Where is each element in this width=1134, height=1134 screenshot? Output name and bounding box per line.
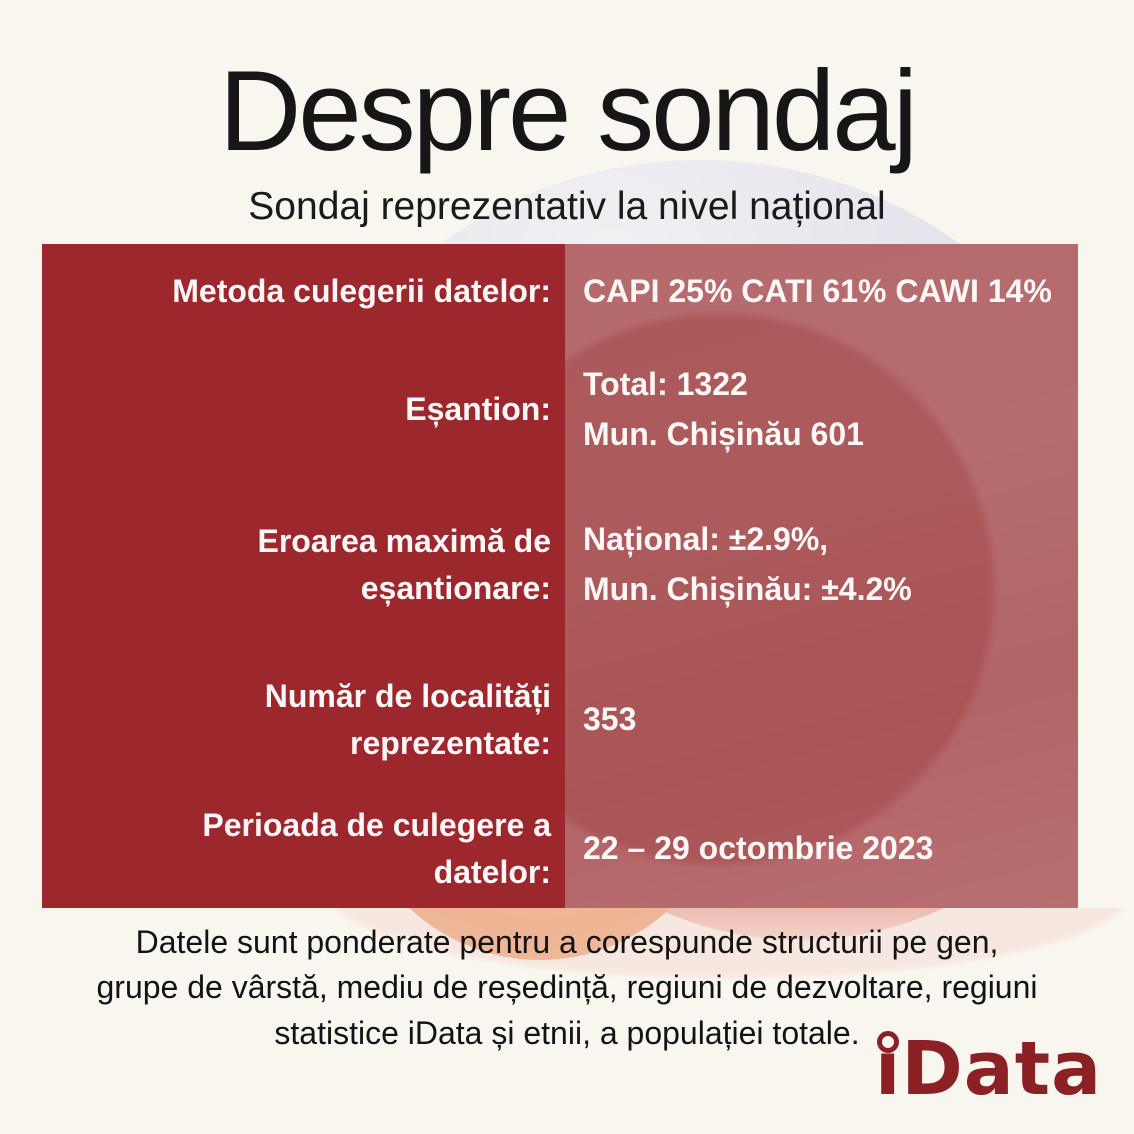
row-value: 353 bbox=[583, 701, 637, 738]
row-label: Număr de localități reprezentate: bbox=[264, 677, 551, 761]
table-row-max-error: Eroarea maximă de eșantionare: Național:… bbox=[42, 480, 1078, 650]
note-line: Datele sunt ponderate pentru a corespund… bbox=[135, 924, 999, 960]
logo-rest: Data bbox=[901, 1026, 1102, 1112]
table-rows: Metoda culegerii datelor: CAPI 25% CATI … bbox=[42, 244, 1078, 908]
row-label: Eșantion: bbox=[405, 391, 551, 428]
bottom-background-band bbox=[0, 908, 1134, 1134]
logo-letter-i: ı bbox=[874, 1026, 902, 1112]
row-value: Național: ±2.9%, Mun. Chișinău: ±4.2% bbox=[583, 521, 912, 607]
idata-logo: ıData bbox=[874, 1026, 1102, 1112]
top-background-band bbox=[0, 0, 1134, 244]
row-label: Metoda culegerii datelor: bbox=[172, 273, 551, 310]
table-row-localities: Număr de localități reprezentate: 353 bbox=[42, 650, 1078, 790]
page-title: Despre sondaj bbox=[218, 48, 918, 175]
weighting-note: Datele sunt ponderate pentru a corespund… bbox=[0, 920, 1134, 1056]
row-value: CAPI 25% CATI 61% CAWI 14% bbox=[583, 273, 1052, 310]
page-subtitle: Sondaj reprezentativ la nivel național bbox=[248, 185, 886, 228]
row-label: Perioada de culegere a datelor: bbox=[202, 806, 551, 890]
row-value: Total: 1322 Mun. Chișinău 601 bbox=[583, 366, 864, 452]
note-line: statistice iData și etnii, a populației … bbox=[274, 1014, 860, 1051]
table-row-method: Metoda culegerii datelor: CAPI 25% CATI … bbox=[42, 244, 1078, 340]
row-value: 22 – 29 octombrie 2023 bbox=[583, 830, 934, 867]
logo-ring-icon bbox=[877, 1031, 900, 1053]
note-line: grupe de vârstă, mediu de reședință, reg… bbox=[96, 969, 1038, 1006]
value-column-background bbox=[565, 244, 1078, 908]
row-label: Eroarea maximă de eșantionare: bbox=[257, 522, 552, 606]
table-row-sample: Eșantion: Total: 1322 Mun. Chișinău 601 bbox=[42, 340, 1078, 480]
survey-info-table: Metoda culegerii datelor: CAPI 25% CATI … bbox=[42, 244, 1078, 908]
table-row-period: Perioada de culegere a datelor: 22 – 29 … bbox=[42, 790, 1078, 908]
label-column-background bbox=[42, 244, 565, 908]
